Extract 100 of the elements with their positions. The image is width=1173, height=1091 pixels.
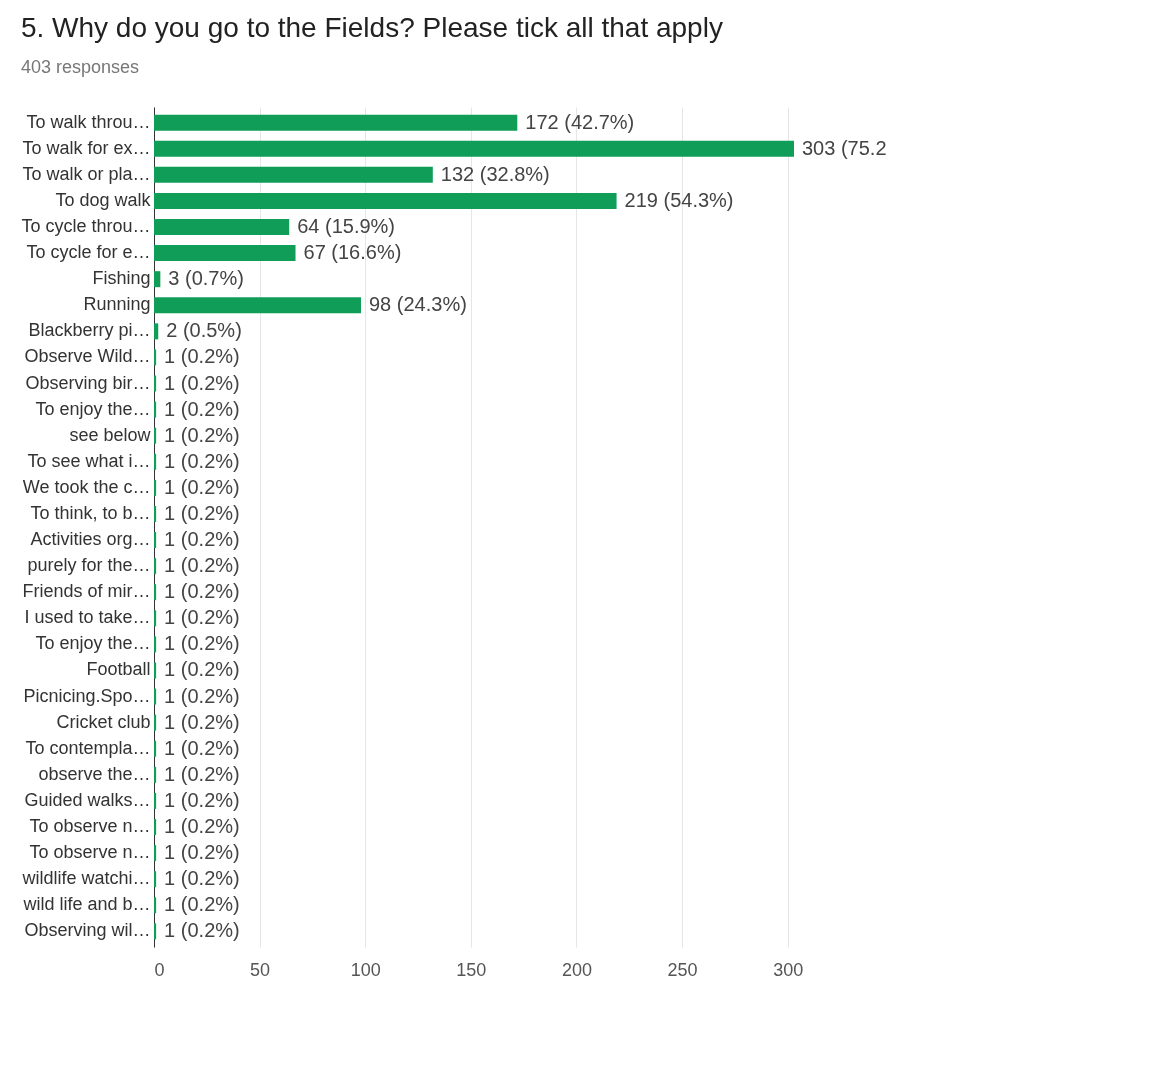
y-tick-label: To observe n… — [29, 816, 151, 836]
y-tick-label: To enjoy the… — [35, 398, 151, 419]
data-label: 1 (0.2%) — [164, 501, 240, 524]
data-label: 1 (0.2%) — [164, 762, 240, 785]
y-tick-label: Blackberry pi… — [28, 320, 151, 341]
x-tick-label: 250 — [667, 959, 698, 980]
bar — [154, 714, 157, 731]
data-label: 1 (0.2%) — [164, 423, 240, 446]
y-tick-label: Running — [83, 294, 151, 315]
y-tick-label: To walk or pla… — [22, 163, 151, 184]
y-tick-label: To enjoy the… — [35, 633, 151, 654]
chart-title: 5. Why do you go to the Fields? Please tick all that apply — [20, 12, 723, 43]
data-label: 1 (0.2%) — [164, 449, 240, 472]
x-tick-label: 150 — [456, 959, 487, 980]
bar — [154, 427, 157, 444]
bar — [154, 636, 157, 653]
data-label: 1 (0.2%) — [164, 919, 240, 942]
bar — [154, 897, 157, 914]
data-label: 1 (0.2%) — [164, 736, 240, 759]
bar — [154, 297, 361, 314]
bar — [154, 219, 290, 235]
data-label: 1 (0.2%) — [164, 371, 240, 394]
data-label: 1 (0.2%) — [164, 893, 240, 916]
y-tick-label: Cricket club — [56, 711, 151, 732]
bar — [154, 114, 518, 131]
bar — [154, 766, 157, 783]
y-tick-label: We took the c… — [22, 476, 151, 497]
data-label: 1 (0.2%) — [164, 867, 240, 890]
y-tick-label: I used to take… — [24, 607, 151, 628]
data-label: 64 (15.9%) — [297, 215, 396, 237]
data-label: 303 (75.2 — [802, 136, 887, 159]
x-tick-label: 300 — [773, 959, 804, 980]
data-label: 1 (0.2%) — [164, 841, 240, 864]
y-tick-label: wild life and b… — [22, 894, 151, 915]
x-tick-label: 100 — [350, 959, 381, 980]
y-tick-label: Observing bir… — [25, 372, 151, 393]
bar — [154, 453, 157, 470]
y-tick-label: To walk throu… — [26, 111, 151, 132]
bar — [154, 819, 157, 835]
data-label: 1 (0.2%) — [164, 606, 240, 629]
bar — [154, 401, 157, 418]
data-label: 1 (0.2%) — [164, 345, 240, 368]
bar — [154, 532, 157, 549]
data-label: 1 (0.2%) — [164, 528, 240, 551]
data-label: 3 (0.7%) — [168, 267, 244, 290]
data-label: 1 (0.2%) — [164, 632, 240, 655]
bar — [154, 845, 157, 862]
data-label: 219 (54.3%) — [624, 188, 734, 211]
bar — [154, 245, 296, 262]
y-tick-label: Friends of mir… — [22, 581, 151, 602]
data-label: 1 (0.2%) — [164, 658, 240, 681]
y-tick-label: Guided walks… — [24, 789, 151, 810]
bar — [154, 871, 157, 888]
data-label: 1 (0.2%) — [164, 397, 240, 420]
bar — [154, 792, 157, 809]
data-label: 132 (32.8%) — [440, 162, 550, 185]
data-label: 1 (0.2%) — [164, 684, 240, 707]
bar — [154, 505, 157, 522]
bar — [154, 349, 157, 366]
x-tick-label: 50 — [250, 959, 271, 980]
data-label: 172 (42.7%) — [525, 110, 635, 133]
y-tick-label: To walk for ex… — [22, 137, 151, 158]
data-label: 1 (0.2%) — [164, 815, 240, 837]
y-tick-label: To contempla… — [25, 737, 151, 758]
data-label: 2 (0.5%) — [166, 319, 242, 342]
chart-subtitle: 403 responses — [20, 57, 140, 77]
data-label: 1 (0.2%) — [164, 554, 240, 577]
bar — [154, 923, 157, 940]
data-label: 1 (0.2%) — [164, 580, 240, 603]
bar — [154, 662, 157, 679]
bar — [154, 375, 157, 392]
y-tick-label: To observe n… — [29, 842, 151, 863]
y-tick-label: To cycle for e… — [26, 242, 151, 263]
bar — [154, 166, 433, 183]
y-tick-label: purely for the… — [27, 555, 151, 576]
data-label: 1 (0.2%) — [164, 710, 240, 733]
bar — [154, 584, 157, 601]
bar — [154, 192, 617, 209]
y-tick-label: Fishing — [92, 268, 151, 289]
bar — [154, 688, 157, 705]
y-tick-label: Activities org… — [30, 529, 151, 550]
y-tick-label: Football — [86, 659, 151, 680]
y-tick-label: observe the… — [38, 763, 151, 784]
bar — [154, 271, 161, 288]
x-tick-label: 0 — [154, 959, 165, 980]
data-label: 1 (0.2%) — [164, 475, 240, 498]
y-tick-label: see below — [69, 424, 152, 445]
y-tick-label: To see what i… — [27, 450, 151, 471]
y-tick-label: Picnicing.Spo… — [23, 685, 151, 706]
y-tick-label: Observing wil… — [24, 920, 151, 941]
data-label: 1 (0.2%) — [164, 788, 240, 811]
bar — [154, 740, 157, 757]
bar — [154, 610, 157, 627]
y-tick-label: To think, to b… — [30, 502, 151, 523]
data-label: 67 (16.6%) — [303, 241, 402, 264]
bar — [154, 558, 157, 575]
x-tick-label: 200 — [561, 959, 592, 980]
data-label: 98 (24.3%) — [369, 293, 467, 316]
bar — [154, 140, 794, 157]
bar — [154, 323, 159, 340]
